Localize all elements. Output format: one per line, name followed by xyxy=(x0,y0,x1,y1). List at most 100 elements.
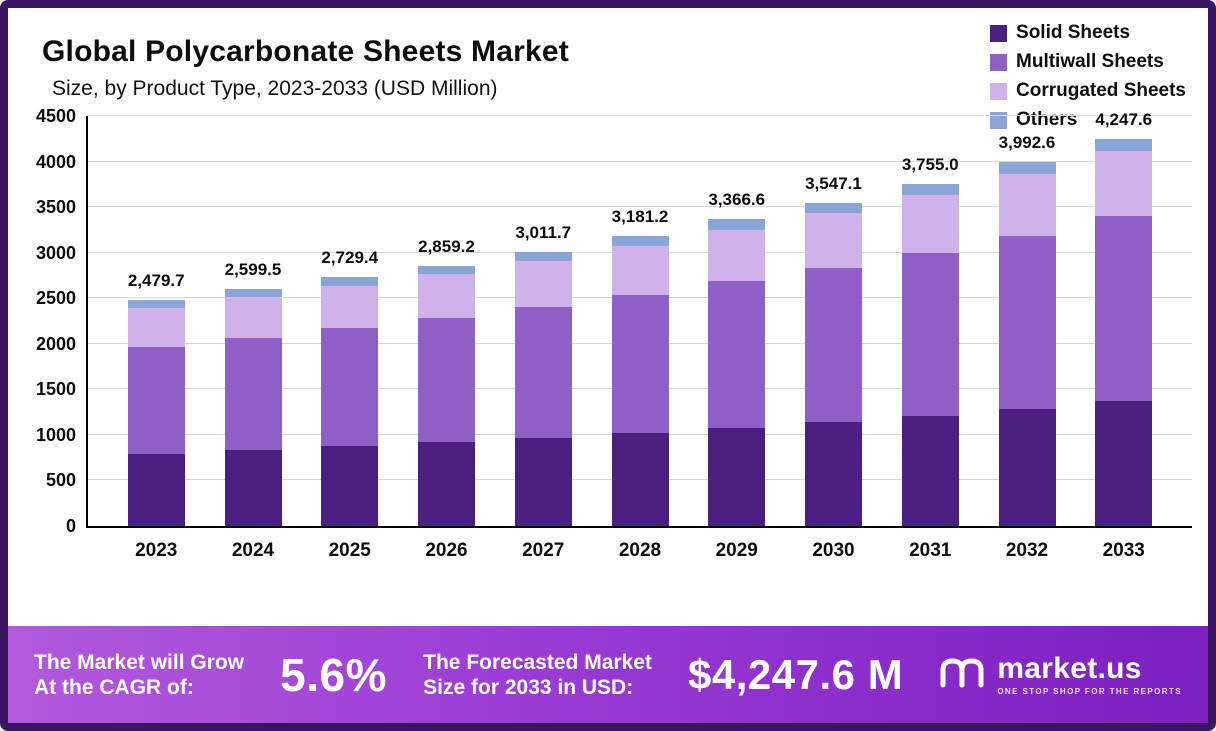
bar-segment-solid-sheets xyxy=(514,437,572,526)
y-tick-label: 1500 xyxy=(35,379,76,400)
y-axis: 0 500 1000 1500 2000 2500 3000 3500 4000 4500 xyxy=(14,106,86,536)
y-tick-label: 3000 xyxy=(35,242,76,263)
bar-segment-solid-sheets xyxy=(321,446,379,526)
forecast-value: $4,247.6 M xyxy=(688,650,904,698)
bar-total-label: 4,247.6 xyxy=(1095,110,1153,129)
bar-segment-others xyxy=(998,162,1056,175)
y-tick-label: 3500 xyxy=(35,197,76,218)
bar-total-label: 2,599.5 xyxy=(224,260,282,280)
x-tick-label: 2027 xyxy=(522,540,565,561)
bar-total-label: 2,859.2 xyxy=(418,236,475,256)
x-tick-label: 2026 xyxy=(425,540,468,561)
bar-segment-corrugated-sheets xyxy=(901,195,959,254)
bar-total-label: 3,547.1 xyxy=(805,173,862,193)
bar-segment-multiwall-sheets xyxy=(321,328,379,447)
brand-name: market.us xyxy=(997,651,1142,685)
bar-segment-corrugated-sheets xyxy=(418,274,475,319)
y-tick-label: 2000 xyxy=(35,333,76,354)
bar-segment-others xyxy=(321,277,379,286)
bar-2028: 3,181.2 xyxy=(611,116,669,526)
bar-segment-multiwall-sheets xyxy=(805,267,862,423)
bar-2030: 3,547.1 xyxy=(805,116,862,526)
bar-segment-multiwall-sheets xyxy=(901,253,959,417)
bar-segment-multiwall-sheets xyxy=(611,294,669,433)
legend-item: Multiwall Sheets xyxy=(990,51,1186,73)
legend-item: Corrugated Sheets xyxy=(990,80,1186,102)
x-tick-label: 2030 xyxy=(812,540,855,561)
bar-segment-others xyxy=(224,289,282,298)
bar-segment-multiwall-sheets xyxy=(708,281,766,428)
bar-segment-others xyxy=(514,251,572,261)
bar-segment-corrugated-sheets xyxy=(708,229,766,282)
bar-2027: 3,011.7 xyxy=(514,116,572,526)
bar-segment-corrugated-sheets xyxy=(321,285,379,329)
bar-segment-multiwall-sheets xyxy=(418,318,475,443)
bar-segment-solid-sheets xyxy=(998,409,1056,526)
x-axis: 2023 2024 2025 2026 2027 2028 2029 2030 2031 2032… xyxy=(88,528,1208,562)
bar-segment-others xyxy=(805,202,862,214)
plot-area: 2,479.7 2,599.5 2,729.4 2,859.2 3,011.7 3,181… xyxy=(86,110,1192,528)
chart-subtitle: Size, by Product Type, 2023-2033 (USD Mi… xyxy=(52,77,498,100)
bar-segment-solid-sheets xyxy=(418,442,475,526)
gridline xyxy=(88,115,1192,116)
bar-segment-multiwall-sheets xyxy=(998,235,1056,410)
bar-segment-corrugated-sheets xyxy=(514,260,572,307)
legend-item: Solid Sheets xyxy=(990,22,1186,44)
bar-segment-solid-sheets xyxy=(901,416,959,526)
cagr-label-line1: The Market will Grow xyxy=(34,650,245,674)
y-tick-label: 1000 xyxy=(35,424,76,445)
bar-segment-solid-sheets xyxy=(224,450,282,526)
bar-segment-corrugated-sheets xyxy=(224,297,282,338)
bar-segment-multiwall-sheets xyxy=(1095,216,1153,401)
bar-segment-corrugated-sheets xyxy=(805,213,862,268)
bar-2033: 4,247.6 xyxy=(1095,110,1153,526)
x-tick-label: 2029 xyxy=(715,540,758,561)
bar-segment-corrugated-sheets xyxy=(1095,151,1153,217)
x-tick-label: 2031 xyxy=(909,540,952,561)
bar-segment-solid-sheets xyxy=(1095,400,1153,526)
bar-segment-solid-sheets xyxy=(611,432,669,526)
brand-logo: market.us ONE STOP SHOP FOR THE REPORTS xyxy=(939,651,1182,696)
legend-label: Solid Sheets xyxy=(1016,22,1131,43)
legend-swatch-icon xyxy=(990,82,1008,100)
bar-2026: 2,859.2 xyxy=(418,116,475,526)
bar-total-label: 3,011.7 xyxy=(515,222,572,242)
chart-row: 0 500 1000 1500 2000 2500 3000 3500 4000 4500 2,4… xyxy=(8,106,1208,536)
bar-total-label: 3,992.6 xyxy=(998,133,1056,153)
bar-2023: 2,479.7 xyxy=(127,116,185,526)
x-tick-label: 2028 xyxy=(618,540,662,561)
bar-segment-solid-sheets xyxy=(708,427,766,526)
bar-segment-multiwall-sheets xyxy=(127,346,185,454)
forecast-label-line1: The Forecasted Market xyxy=(423,650,652,674)
chart-title: Global Polycarbonate Sheets Market xyxy=(42,35,569,68)
forecast-label-line2: Size for 2033 in USD: xyxy=(423,675,634,699)
chart-section: Global Polycarbonate Sheets Market Size,… xyxy=(8,8,1208,626)
bar-segment-solid-sheets xyxy=(127,453,185,526)
chart-header: Global Polycarbonate Sheets Market Size,… xyxy=(8,8,1208,106)
legend-swatch-icon xyxy=(990,24,1008,42)
bar-segment-others xyxy=(1095,139,1153,152)
bar-total-label: 2,729.4 xyxy=(321,248,379,268)
bar-segment-solid-sheets xyxy=(805,422,862,526)
bar-segment-corrugated-sheets xyxy=(611,245,669,295)
forecast-label: The Forecasted Market Size for 2033 in U… xyxy=(423,650,652,700)
cagr-label-line2: At the CAGR of: xyxy=(34,675,194,699)
x-tick-label: 2024 xyxy=(231,540,275,561)
y-tick-label: 500 xyxy=(45,470,76,491)
gridline xyxy=(88,206,1192,208)
cagr-label: The Market will Grow At the CAGR of: xyxy=(34,650,244,700)
y-tick-label: 0 xyxy=(65,516,76,536)
bar-segment-multiwall-sheets xyxy=(514,306,572,438)
legend-label: Multiwall Sheets xyxy=(1016,51,1164,72)
bar-segment-others xyxy=(901,183,959,196)
bar-segment-others xyxy=(418,265,475,275)
legend-swatch-icon xyxy=(990,53,1008,71)
legend-label: Corrugated Sheets xyxy=(1016,80,1186,101)
bar-segment-others xyxy=(708,219,766,230)
legend-label: Others xyxy=(1016,109,1078,130)
x-tick-label: 2033 xyxy=(1102,540,1145,561)
bar-total-label: 3,181.2 xyxy=(611,207,669,227)
y-tick-label: 4500 xyxy=(35,106,76,126)
brand-text: market.us ONE STOP SHOP FOR THE REPORTS xyxy=(997,651,1182,696)
